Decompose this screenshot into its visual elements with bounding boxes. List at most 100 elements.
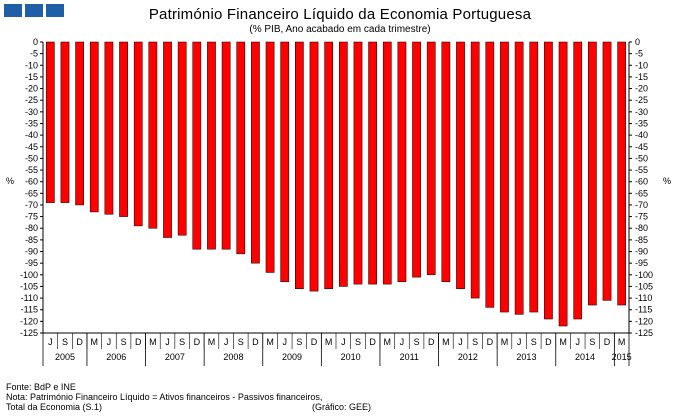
bar bbox=[456, 41, 465, 290]
quarter-label: J bbox=[517, 337, 522, 347]
bar bbox=[309, 41, 319, 292]
y-tick-label-left: -85 bbox=[25, 235, 38, 245]
year-label: 2005 bbox=[55, 352, 75, 362]
y-tick-label-right: -70 bbox=[635, 200, 648, 210]
y-tick-label-left: -75 bbox=[25, 212, 38, 222]
bar bbox=[104, 41, 114, 215]
quarter-label: D bbox=[487, 337, 494, 347]
y-tick-label-left: -35 bbox=[25, 118, 38, 128]
quarter-label: D bbox=[194, 337, 201, 347]
quarter-label: M bbox=[149, 337, 157, 347]
y-tick-label-right: -45 bbox=[635, 142, 648, 152]
y-tick-label-left: -25 bbox=[25, 95, 38, 105]
y-tick-label-right: -105 bbox=[635, 281, 653, 291]
bar bbox=[192, 41, 202, 250]
year-label: 2013 bbox=[516, 352, 536, 362]
y-tick-label-left: -70 bbox=[25, 200, 38, 210]
y-tick-label-right: -75 bbox=[635, 212, 648, 222]
bar bbox=[529, 41, 539, 313]
source-note: Fonte: BdP e INE bbox=[6, 382, 76, 392]
quarter-label: J bbox=[107, 337, 112, 347]
y-tick-label-left: -15 bbox=[25, 72, 38, 82]
y-tick-label-left: -80 bbox=[25, 223, 38, 233]
quarter-label: S bbox=[531, 337, 537, 347]
quarter-label: S bbox=[121, 337, 127, 347]
bar bbox=[133, 41, 143, 227]
y-tick-label-left: -30 bbox=[25, 107, 38, 117]
quarter-label: J bbox=[282, 337, 287, 347]
quarter-label: M bbox=[384, 337, 392, 347]
year-label: 2007 bbox=[165, 352, 185, 362]
quarter-label: S bbox=[62, 337, 68, 347]
y-tick-label-left: -110 bbox=[21, 293, 38, 303]
y-tick-label-right: -5 bbox=[635, 49, 643, 59]
y-tick-label-right: -50 bbox=[635, 153, 648, 163]
bar bbox=[148, 41, 158, 229]
quarter-label: M bbox=[91, 337, 99, 347]
quarter-label: J bbox=[341, 337, 346, 347]
quarter-label: S bbox=[589, 337, 595, 347]
bar bbox=[514, 41, 524, 315]
quarter-label: S bbox=[179, 337, 185, 347]
bar bbox=[251, 41, 260, 264]
quarter-label: M bbox=[266, 337, 274, 347]
bar bbox=[295, 41, 304, 290]
year-label: 2009 bbox=[282, 352, 302, 362]
bar bbox=[617, 41, 627, 306]
y-tick-label-right: -125 bbox=[635, 328, 653, 338]
quarter-label: S bbox=[414, 337, 420, 347]
y-tick-label-left: -65 bbox=[25, 188, 38, 198]
logo bbox=[4, 4, 64, 17]
y-axis-label-right: % bbox=[663, 176, 671, 186]
definition-note: Nota: Património Financeiro Líquido = At… bbox=[6, 392, 323, 402]
quarter-label: D bbox=[311, 337, 318, 347]
y-tick-label-right: -95 bbox=[635, 258, 648, 268]
y-tick-label-right: -25 bbox=[635, 95, 648, 105]
bar bbox=[75, 41, 84, 206]
bar bbox=[397, 41, 407, 283]
quarter-label: S bbox=[355, 337, 361, 347]
year-label: 2010 bbox=[341, 352, 361, 362]
y-tick-label-left: -45 bbox=[25, 142, 38, 152]
quarter-label: D bbox=[135, 337, 142, 347]
bar bbox=[573, 41, 583, 320]
bar bbox=[353, 41, 363, 285]
bar bbox=[221, 41, 231, 250]
y-tick-label-left: -50 bbox=[25, 153, 38, 163]
quarter-label: D bbox=[604, 337, 611, 347]
quarter-label: J bbox=[165, 337, 170, 347]
bar bbox=[412, 41, 421, 278]
footnotes: Fonte: BdP e INE Nota: Património Financ… bbox=[6, 382, 322, 412]
quarter-label: M bbox=[442, 337, 450, 347]
quarter-label: J bbox=[575, 337, 580, 347]
quarter-label: D bbox=[76, 337, 83, 347]
logo-block bbox=[25, 4, 43, 17]
y-tick-label-right: -85 bbox=[635, 235, 648, 245]
y-tick-label-left: -20 bbox=[25, 84, 38, 94]
bar bbox=[544, 41, 553, 320]
quarter-label: J bbox=[224, 337, 229, 347]
y-tick-label-right: -40 bbox=[635, 130, 648, 140]
y-tick-label-right: -90 bbox=[635, 247, 648, 257]
y-tick-label-left: -125 bbox=[20, 328, 38, 338]
y-tick-label-left: -90 bbox=[25, 247, 38, 257]
bar bbox=[163, 41, 172, 238]
bar bbox=[485, 41, 495, 308]
y-tick-label-left: -120 bbox=[20, 316, 38, 326]
bar bbox=[368, 41, 377, 285]
quarter-label: J bbox=[400, 337, 405, 347]
bar bbox=[207, 41, 216, 250]
quarter-label: D bbox=[545, 337, 552, 347]
quarter-label: J bbox=[458, 337, 463, 347]
year-label: 2006 bbox=[106, 352, 126, 362]
year-label: 2008 bbox=[223, 352, 243, 362]
bar bbox=[602, 41, 612, 301]
y-tick-label-right: -80 bbox=[635, 223, 648, 233]
quarter-label: S bbox=[472, 337, 478, 347]
bar bbox=[324, 41, 334, 290]
y-tick-label-left: -95 bbox=[25, 258, 38, 268]
bar bbox=[236, 41, 246, 255]
year-label: 2011 bbox=[400, 352, 419, 362]
y-tick-label-left: -115 bbox=[21, 305, 38, 315]
bar bbox=[500, 41, 509, 313]
